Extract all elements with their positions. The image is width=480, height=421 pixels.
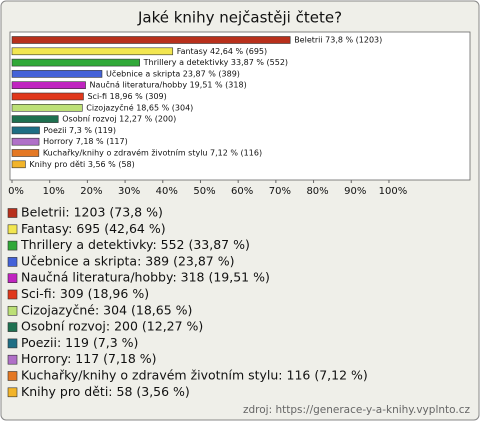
value-label: Poezii 7,3 % (119) — [44, 126, 116, 135]
bar — [11, 149, 40, 157]
value-label: Fantasy 42,64 % (695) — [177, 47, 267, 56]
legend-swatch — [7, 305, 18, 316]
legend-swatch — [7, 387, 18, 398]
legend-label: Osobní rozvoj: 200 (12,27 %) — [21, 319, 203, 334]
source: zdroj: https://generace-y-a-knihy.vyplnt… — [243, 404, 470, 416]
bar — [11, 47, 174, 56]
x-tick-label: 100% — [379, 186, 408, 197]
bar — [11, 160, 26, 169]
value-label: Knihy pro děti 3,56 % (58) — [29, 160, 134, 169]
value-label: Horrory 7,18 % (117) — [43, 137, 128, 146]
legend-label: Naučná literatura/hobby: 318 (19,51 %) — [21, 270, 270, 285]
legend-label: Sci-fi: 309 (18,96 %) — [21, 286, 149, 301]
bar — [11, 58, 140, 67]
bar — [11, 92, 84, 101]
x-tick-label: 20% — [80, 186, 102, 197]
legend-swatch — [7, 224, 18, 235]
legend-label: Horrory: 117 (7,18 %) — [21, 351, 157, 366]
value-label: Thrillery a detektivky 33,87 % (552) — [143, 58, 288, 67]
bar — [11, 104, 83, 112]
legend-label: Učebnice a skripta: 389 (23,87 %) — [21, 253, 234, 268]
x-tick-label: 60% — [231, 186, 253, 197]
legend-swatch — [7, 322, 18, 332]
bar — [11, 115, 59, 123]
legend-swatch — [7, 289, 18, 300]
x-tick-label: 10% — [43, 186, 65, 197]
plot-area — [9, 31, 471, 181]
legend-label: Cizojazyčné: 304 (18,65 %) — [21, 302, 192, 317]
value-label: Beletrii 73,8 % (1203) — [294, 36, 382, 45]
legend-swatch — [7, 338, 18, 349]
x-tick-label: 50% — [193, 186, 215, 197]
bar — [11, 137, 40, 146]
value-label: Cizojazyčné 18,65 % (304) — [86, 102, 193, 112]
legend-label: Thrillery a detektivky: 552 (33,87 %) — [20, 237, 250, 252]
value-label: Sci-fi 18,96 % (309) — [87, 92, 166, 101]
legend-label: Fantasy: 695 (42,64 %) — [21, 221, 166, 236]
value-label: Kuchařky/knihy o zdravém životním stylu … — [43, 148, 262, 158]
legend-swatch — [7, 208, 18, 218]
bar — [11, 70, 103, 78]
legend-label: Kuchařky/knihy o zdravém životním stylu:… — [21, 368, 368, 383]
bar — [11, 126, 40, 135]
x-tick-label: 40% — [156, 186, 178, 197]
legend-swatch — [7, 273, 18, 284]
x-tick-label: 80% — [306, 186, 328, 197]
legend-label: Poezii: 119 (7,3 %) — [21, 335, 138, 350]
legend-swatch — [7, 240, 18, 251]
x-tick-label: 70% — [269, 186, 291, 197]
x-tick-label: 90% — [344, 186, 366, 197]
x-tick-label: 30% — [118, 186, 140, 197]
legend-swatch — [7, 257, 18, 267]
legend-swatch — [7, 371, 18, 381]
x-tick-label: 0% — [8, 186, 24, 197]
chart-title: Jaké knihy nejčastěji čtete? — [137, 9, 342, 27]
bar — [11, 36, 291, 44]
value-label: Naučná literatura/hobby 19,51 % (318) — [90, 80, 247, 90]
bar — [11, 81, 86, 89]
value-label: Učebnice a skripta 23,87 % (389) — [106, 68, 240, 78]
legend-swatch — [7, 354, 18, 365]
legend-label: Knihy pro děti: 58 (3,56 %) — [21, 384, 190, 399]
legend-label: Beletrii: 1203 (73,8 %) — [21, 205, 163, 220]
value-label: Osobní rozvoj 12,27 % (200) — [62, 115, 176, 124]
